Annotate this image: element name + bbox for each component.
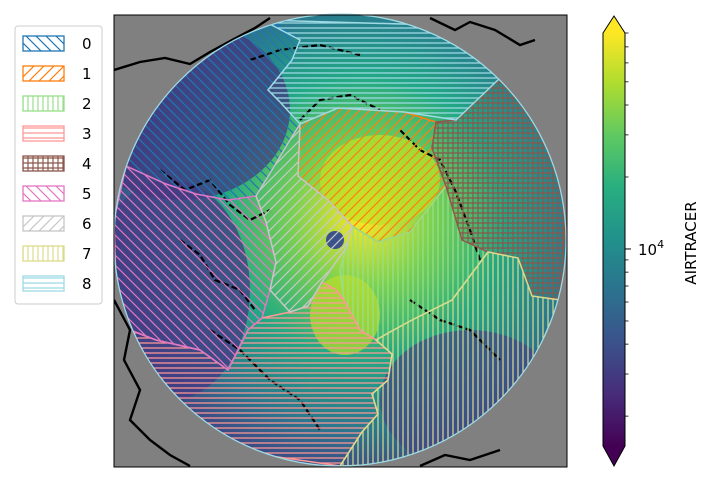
region-hatch-layer bbox=[114, 19, 566, 466]
coastlines-outside bbox=[114, 16, 562, 467]
colorbar-label: AIRTRACER bbox=[682, 201, 700, 284]
legend-label-3: 3 bbox=[82, 125, 92, 143]
legend-label-1: 1 bbox=[82, 65, 92, 83]
legend-swatch-7 bbox=[22, 245, 65, 262]
colorbar-extend-min bbox=[603, 446, 625, 466]
legend-swatch-4 bbox=[22, 155, 65, 172]
colorbar: 104 AIRTRACER bbox=[602, 15, 700, 468]
legend-swatch-2 bbox=[22, 95, 65, 112]
legend-swatch-6 bbox=[22, 215, 65, 232]
region-6 bbox=[255, 121, 353, 313]
legend-label-7: 7 bbox=[82, 245, 92, 263]
legend-label-8: 8 bbox=[82, 275, 92, 293]
legend-swatch-3 bbox=[22, 125, 65, 142]
legend-label-6: 6 bbox=[82, 215, 92, 233]
legend: 0 1 2 3 4 5 6 7 8 bbox=[14, 25, 103, 305]
legend-label-5: 5 bbox=[82, 185, 92, 203]
legend-swatch-8 bbox=[22, 275, 65, 292]
map-axes bbox=[113, 13, 568, 468]
legend-swatch-0 bbox=[22, 35, 65, 52]
legend-entries: 0 1 2 3 4 5 6 7 8 bbox=[22, 35, 92, 293]
legend-swatch-1 bbox=[22, 65, 65, 82]
colorbar-tick-label: 104 bbox=[638, 238, 664, 259]
legend-label-2: 2 bbox=[82, 95, 92, 113]
colorbar-outline bbox=[602, 15, 626, 468]
map-frame bbox=[113, 14, 568, 468]
legend-label-4: 4 bbox=[82, 155, 92, 173]
colorbar-body bbox=[603, 33, 625, 446]
legend-label-0: 0 bbox=[82, 35, 92, 53]
colorbar-ticks: 104 bbox=[625, 32, 664, 417]
legend-swatch-5 bbox=[22, 185, 65, 202]
colorbar-extend-max bbox=[603, 16, 625, 33]
coastline bbox=[114, 16, 562, 467]
